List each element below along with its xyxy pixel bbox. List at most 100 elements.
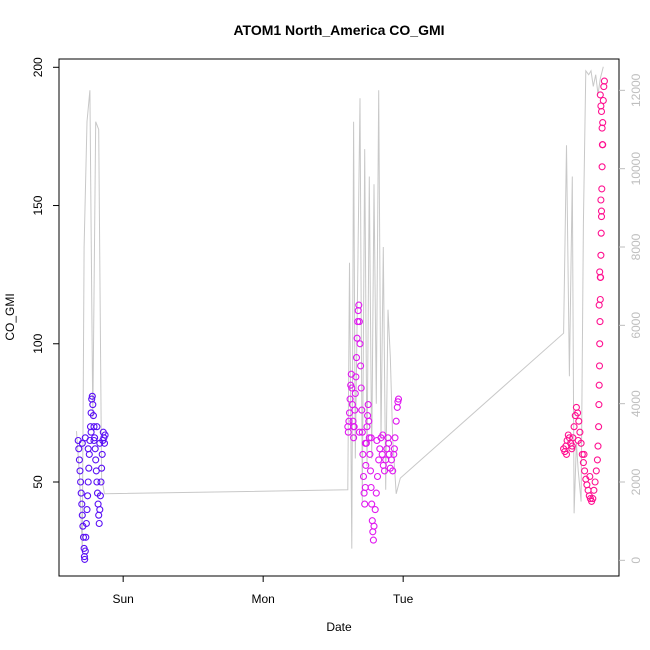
data-point (90, 436, 98, 445)
data-point (359, 450, 367, 458)
data-point (356, 340, 364, 348)
data-point (597, 229, 605, 237)
data-point (600, 77, 608, 85)
data-point (367, 483, 375, 492)
data-point (589, 495, 597, 503)
data-point (361, 439, 369, 447)
data-point (598, 124, 606, 132)
data-point (361, 500, 369, 508)
data-point (380, 467, 389, 475)
data-point (98, 450, 106, 458)
data-point (92, 456, 100, 464)
data-point (358, 428, 366, 436)
data-point (352, 354, 361, 362)
data-point (344, 428, 352, 436)
x-tick-label: Sun (112, 592, 133, 606)
y2-tick-label: 0 (629, 557, 643, 564)
data-point (364, 401, 372, 409)
data-point (394, 395, 403, 403)
data-point (570, 423, 578, 431)
data-point (352, 373, 360, 381)
data-point (348, 384, 356, 392)
y-tick-label: 150 (31, 195, 45, 215)
data-point (100, 439, 109, 447)
data-point (372, 489, 380, 497)
data-point (593, 456, 601, 464)
data-point (88, 392, 96, 400)
data-point (592, 467, 600, 475)
data-point (599, 141, 607, 149)
y-axis-label: CO_GMI (3, 293, 17, 340)
data-point (85, 450, 93, 458)
data-point (370, 522, 378, 530)
data-point (594, 442, 602, 450)
data-point (77, 478, 85, 486)
data-point (98, 464, 106, 472)
data-point (392, 417, 400, 425)
data-point (576, 428, 584, 436)
data-point (97, 478, 105, 486)
data-point (358, 406, 366, 414)
data-point (390, 445, 398, 453)
data-point (580, 450, 588, 458)
data-point (590, 486, 598, 494)
data-point (595, 381, 603, 389)
data-point (93, 423, 101, 431)
x-tick-label: Tue (393, 592, 414, 606)
data-point (595, 301, 603, 309)
data-point (79, 533, 88, 541)
data-point (87, 428, 95, 436)
data-point (75, 456, 83, 464)
data-point (568, 442, 576, 450)
data-point (368, 500, 376, 508)
data-point (345, 409, 354, 417)
data-point (379, 431, 387, 439)
data-point (574, 409, 582, 417)
data-point (357, 362, 365, 370)
data-point (586, 472, 594, 481)
data-point (96, 506, 104, 514)
data-point (369, 536, 377, 544)
data-point (362, 461, 370, 469)
data-point (85, 464, 93, 472)
y2-tick-label: 4000 (629, 390, 643, 417)
data-point (393, 403, 401, 411)
data-point (91, 434, 99, 442)
y2-tick-label: 6000 (629, 312, 643, 339)
data-point (93, 478, 101, 486)
data-point (90, 423, 98, 431)
data-point (95, 511, 103, 519)
data-point (355, 301, 363, 309)
plot-border (58, 58, 620, 577)
data-point (359, 472, 368, 481)
data-point (95, 519, 103, 528)
data-point (568, 445, 576, 453)
data-point (96, 492, 104, 500)
data-point (367, 434, 375, 442)
data-point (598, 163, 606, 171)
data-point (596, 318, 604, 326)
data-point (597, 251, 605, 259)
data-point (82, 533, 90, 541)
data-point (355, 318, 363, 326)
data-point (375, 456, 383, 464)
chart-title: ATOM1 North_America CO_GMI (233, 22, 444, 38)
x-axis-label: Date (326, 620, 352, 634)
data-point (96, 439, 104, 447)
data-point (595, 401, 603, 409)
data-point (91, 445, 99, 453)
data-point (575, 417, 583, 425)
data-point (78, 439, 86, 447)
data-point (350, 423, 358, 431)
data-point (385, 439, 393, 447)
data-point (591, 478, 599, 486)
data-point (391, 434, 399, 442)
x-tick-label: Mon (251, 592, 274, 606)
data-point (597, 107, 606, 116)
data-point (373, 436, 381, 445)
data-point (357, 384, 365, 392)
y2-tick-label: 12000 (629, 73, 643, 107)
data-point (350, 434, 358, 442)
y2-tick-label: 10000 (629, 152, 643, 186)
